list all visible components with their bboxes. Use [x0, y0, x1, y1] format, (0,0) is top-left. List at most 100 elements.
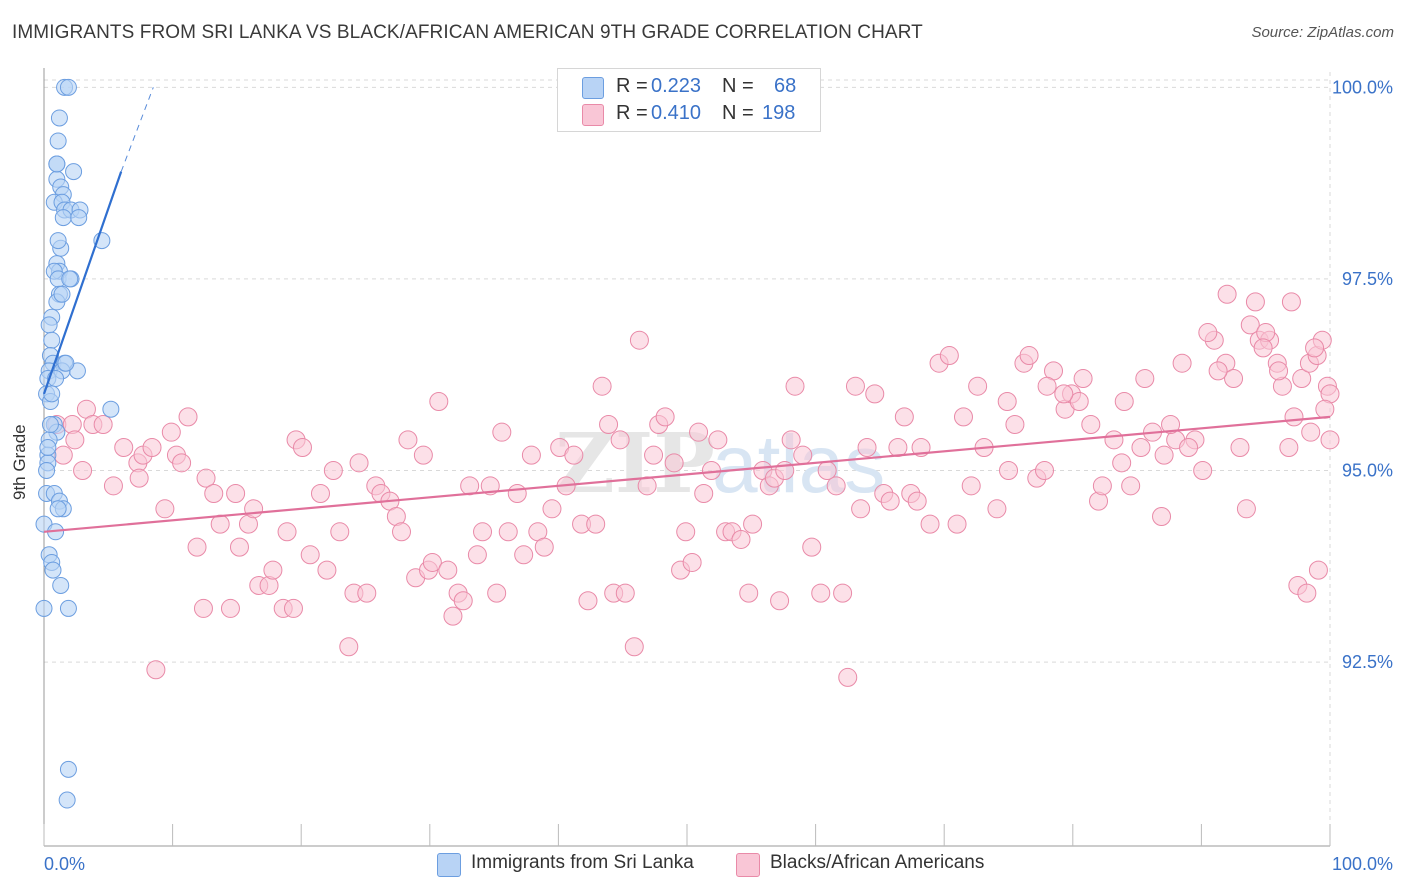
point-blacks [1315, 399, 1335, 419]
point-blacks [1217, 284, 1237, 304]
point-blacks [578, 591, 598, 611]
point-blacks [907, 491, 927, 511]
point-blacks [1281, 292, 1301, 312]
point-blacks [244, 499, 264, 519]
point-blacks [968, 376, 988, 396]
point-blacks [624, 637, 644, 657]
point-blacks [1193, 460, 1213, 480]
point-blacks [1269, 361, 1289, 381]
trend-lines [42, 87, 1331, 533]
point-blacks [851, 499, 871, 519]
point-blacks [694, 483, 714, 503]
point-srilanka [41, 416, 59, 434]
point-blacks [987, 499, 1007, 519]
point-srilanka [43, 331, 61, 349]
point-blacks [826, 476, 846, 496]
point-blacks [317, 560, 337, 580]
point-blacks [1253, 338, 1273, 358]
point-blacks [857, 438, 877, 458]
x-tick-label: 100.0% [1332, 854, 1393, 874]
source-label: Source: ZipAtlas.com [1251, 24, 1394, 41]
point-blacks [398, 430, 418, 450]
point-blacks [1135, 369, 1155, 389]
point-blacks [357, 583, 377, 603]
point-blacks [1320, 430, 1340, 450]
point-blacks [682, 552, 702, 572]
point-blacks [521, 445, 541, 465]
point-srilanka [59, 78, 77, 96]
point-blacks [793, 445, 813, 465]
legend-n-value: 68 [774, 75, 797, 97]
point-blacks [1104, 430, 1124, 450]
point-blacks [953, 407, 973, 427]
legend-swatch-pink [582, 104, 604, 126]
point-blacks [422, 552, 442, 572]
point-blacks [676, 522, 696, 542]
point-blacks [292, 438, 312, 458]
bottom-legend-label: Blacks/African Americans [770, 852, 985, 873]
point-blacks [1035, 460, 1055, 480]
point-blacks [599, 415, 619, 435]
point-blacks [226, 483, 246, 503]
point-blacks [330, 522, 350, 542]
point-blacks [1154, 445, 1174, 465]
point-blacks [429, 392, 449, 412]
point-blacks [838, 667, 858, 687]
point-blacks [833, 583, 853, 603]
point-blacks [615, 583, 635, 603]
point-blacks [339, 637, 359, 657]
point-blacks [689, 422, 709, 442]
point-blacks [161, 422, 181, 442]
y-tick-label: 97.5% [1342, 269, 1393, 289]
point-blacks [467, 545, 487, 565]
point-blacks [473, 522, 493, 542]
point-blacks [263, 560, 283, 580]
point-srilanka [43, 385, 61, 403]
point-blacks [1073, 369, 1093, 389]
legend-swatch-blue [582, 77, 604, 99]
point-blacks [708, 430, 728, 450]
point-blacks [664, 453, 684, 473]
point-blacks [1112, 453, 1132, 473]
point-blacks [1305, 338, 1325, 358]
point-srilanka [39, 439, 57, 457]
point-blacks [142, 438, 162, 458]
y-tick-label: 95.0% [1342, 460, 1393, 480]
point-srilanka [49, 132, 67, 150]
point-blacks [920, 514, 940, 534]
trend-line-srilanka [42, 171, 123, 395]
point-srilanka [58, 791, 76, 809]
point-srilanka [35, 599, 53, 617]
point-blacks [129, 468, 149, 488]
point-blacks [1037, 376, 1057, 396]
x-tick-label: 0.0% [44, 854, 85, 874]
point-blacks [283, 598, 303, 618]
point-blacks [739, 583, 759, 603]
watermark-text: ZIP [555, 416, 715, 512]
point-blacks [770, 591, 790, 611]
legend-n-label: N = [722, 75, 754, 97]
point-blacks [323, 460, 343, 480]
point-blacks [53, 445, 73, 465]
point-blacks [845, 376, 865, 396]
point-blacks [1069, 392, 1089, 412]
point-blacks [65, 430, 85, 450]
point-blacks [1279, 438, 1299, 458]
point-blacks [498, 522, 518, 542]
trend-line-blacks [43, 415, 1331, 533]
y-tick-label: 100.0% [1332, 77, 1393, 97]
point-blacks [93, 415, 113, 435]
point-blacks [811, 583, 831, 603]
y-tick-label: 92.5% [1342, 652, 1393, 672]
point-blacks [1054, 384, 1074, 404]
point-blacks [73, 460, 93, 480]
point-srilanka [65, 163, 83, 181]
point-blacks [1121, 476, 1141, 496]
point-srilanka [49, 500, 67, 518]
tick-labels: 92.5% 95.0% 97.5% 100.0% 0.0% 100.0% [44, 77, 1393, 874]
point-blacks [610, 430, 630, 450]
point-blacks [487, 583, 507, 603]
point-blacks [1019, 346, 1039, 366]
point-blacks [187, 537, 207, 557]
